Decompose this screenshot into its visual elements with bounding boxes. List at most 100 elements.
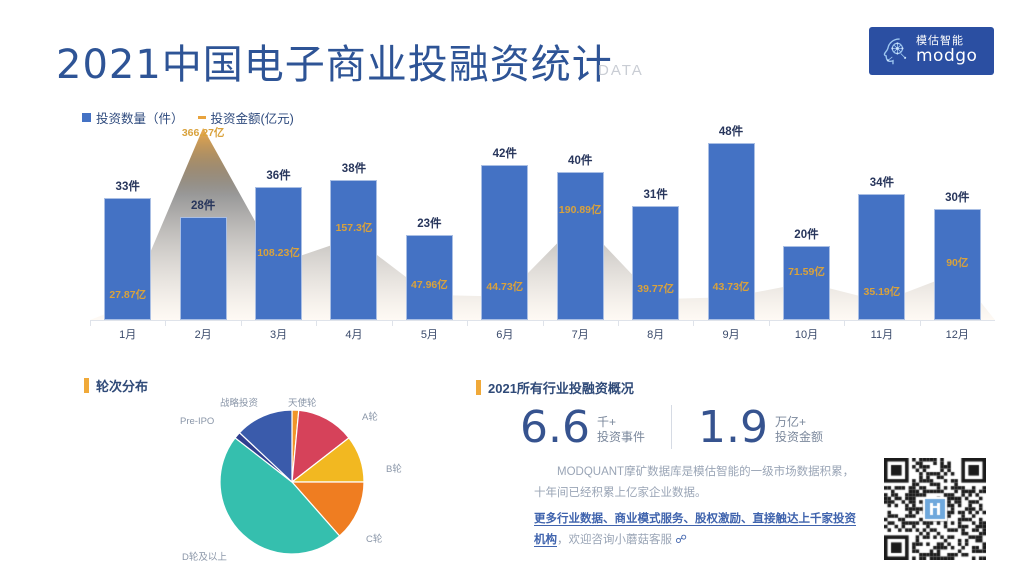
x-axis-tick — [844, 321, 846, 326]
count-value-label: 28件 — [190, 199, 216, 212]
cta-paragraph: 更多行业数据、商业模式服务、股权激励、直接触达上千家投资机构，欢迎咨询小蘑菇客服… — [534, 509, 864, 552]
x-axis-tick — [542, 321, 544, 326]
x-axis-tick — [919, 321, 921, 326]
x-axis-tick — [240, 321, 242, 326]
pie-slice-label: Pre-IPO — [180, 416, 214, 427]
count-bar-series: 33件 27.87亿 28件 366.27亿 36件 108.23亿 38件 157.3亿 23… — [90, 126, 995, 320]
pie-slice-label: C轮 — [366, 533, 383, 545]
pie-slice — [291, 409, 350, 484]
amount-area-series — [90, 128, 995, 320]
x-axis-label: 8月 — [647, 329, 665, 341]
wechat-qr-code[interactable] — [884, 458, 986, 560]
pie-section-heading: 轮次分布 — [84, 376, 148, 395]
cta-bold-text[interactable]: 更多行业数据、商业模式服务、股权激励、直接触达上千家投资机构 — [534, 512, 856, 547]
count-bar — [330, 179, 378, 320]
x-axis-label: 6月 — [496, 329, 514, 341]
stat-amount-side: 万亿+ 投资金额 — [775, 415, 823, 445]
count-value-label: 40件 — [568, 155, 593, 168]
head-circuit-icon — [883, 38, 907, 65]
pie-svg: 天使轮 A轮 B轮 C轮 D轮及以上 Pre-IPO 战略投资 — [180, 397, 402, 563]
count-bar — [481, 164, 529, 320]
page-title: 2021中国电子商业投融资统计 — [56, 42, 613, 88]
brand-logo: 模估智能 modgo — [869, 27, 994, 75]
count-bar — [179, 216, 227, 320]
amount-value-label: 47.96亿 — [410, 278, 448, 291]
stat-amount-caption: 投资金额 — [774, 430, 823, 445]
x-axis-label: 1月 — [119, 329, 137, 341]
x-axis-tick — [90, 321, 91, 326]
data-watermark-text: DATA — [598, 62, 644, 79]
chart-legend: 投资数量（件） 投资金额(亿元) — [82, 108, 294, 127]
amount-value-label: 190.89亿 — [558, 203, 602, 216]
stat-events-caption: 投资事件 — [596, 430, 645, 445]
count-bar — [556, 172, 604, 320]
investment-bar-chart: 33件 27.87亿 28件 366.27亿 36件 108.23亿 38件 157.3亿 23… — [90, 126, 995, 320]
pie-slice — [219, 437, 341, 555]
legend-label-count: 投资数量（件） — [96, 112, 184, 126]
count-value-label: 31件 — [643, 188, 668, 201]
pie-slice-label: B轮 — [386, 463, 402, 475]
description-paragraph: MODQUANT摩矿数据库是模估智能的一级市场数据积累，十年间已经积累上亿家企业… — [534, 462, 864, 551]
count-value-label: 30件 — [945, 192, 970, 205]
logo-text: 模估智能 modgo — [916, 36, 977, 65]
pie-slice-label: 天使轮 — [288, 397, 317, 409]
count-value-label: 23件 — [417, 218, 442, 231]
legend-item-amount: 投资金额(亿元) — [197, 108, 294, 127]
amount-value-label: 43.73亿 — [712, 281, 750, 294]
count-value-label: 36件 — [266, 170, 291, 183]
count-bar — [858, 194, 906, 320]
stat-events-unit: 千+ — [596, 415, 616, 430]
paragraph-body: MODQUANT摩矿数据库是模估智能的一级市场数据积累，十年间已经积累上亿家企业… — [534, 466, 855, 500]
stat-events-side: 千+ 投资事件 — [597, 415, 645, 445]
legend-swatch-amount-icon — [197, 116, 206, 119]
stat-amount-unit: 万亿+ — [774, 415, 806, 430]
heading-accent-bar-icon — [476, 380, 481, 395]
stats-heading-label: 2021所有行业投融资概况 — [488, 381, 634, 396]
count-value-label: 20件 — [794, 229, 819, 242]
pie-slice-label: D轮及以上 — [182, 551, 227, 563]
x-axis-line — [90, 320, 995, 321]
service-icon: ☍ — [675, 533, 687, 546]
cta-tail-text: ，欢迎咨询小蘑菇客服 — [557, 533, 672, 546]
x-axis-label: 12月 — [945, 329, 969, 341]
x-axis-label: 4月 — [345, 329, 363, 341]
count-bar — [104, 198, 152, 320]
count-bar — [782, 246, 830, 320]
stat-amount-number: 1.9 — [698, 401, 768, 453]
pie-slice-label: A轮 — [362, 411, 378, 423]
logo-english-name: modgo — [916, 45, 978, 66]
count-value-label: 42件 — [492, 147, 517, 160]
count-bar — [255, 187, 303, 320]
x-axis-label: 5月 — [420, 329, 438, 341]
amount-value-label: 157.3亿 — [335, 221, 373, 234]
amount-value-label: 366.27亿 — [181, 127, 225, 139]
pie-slice — [238, 409, 293, 484]
pie-slice — [290, 481, 365, 537]
legend-item-count: 投资数量（件） — [82, 108, 184, 127]
count-bar — [707, 142, 755, 320]
logo-chinese-name: 模估智能 — [916, 35, 964, 48]
stat-events: 6.6 千+ 投资事件 — [520, 401, 645, 453]
amount-value-label: 39.77亿 — [637, 283, 675, 296]
summary-stats: 6.6 千+ 投资事件 1.9 万亿+ 投资金额 — [520, 398, 850, 458]
qr-canvas — [884, 458, 986, 560]
pie-heading-label: 轮次分布 — [96, 379, 149, 394]
x-axis-tick — [316, 321, 318, 326]
x-axis-label: 11月 — [870, 329, 894, 341]
x-axis-label: 10月 — [794, 329, 819, 341]
x-axis-tick — [617, 321, 619, 326]
count-bar — [405, 235, 453, 320]
stats-divider — [671, 405, 672, 449]
x-axis-label: 7月 — [571, 329, 589, 341]
stat-amount: 1.9 万亿+ 投资金额 — [698, 401, 823, 453]
pie-slice-label: 战略投资 — [220, 397, 259, 409]
x-axis-labels: 1月 2月 3月 4月 5月 6月 7月 8月 9月 10月 11月 12月 — [90, 321, 995, 344]
count-value-label: 33件 — [115, 181, 140, 194]
stats-section-heading: 2021所有行业投融资概况 — [476, 378, 634, 397]
amount-value-label: 90亿 — [946, 256, 969, 269]
count-bar — [632, 205, 680, 320]
x-axis-label: 9月 — [722, 329, 740, 341]
heading-accent-bar-icon — [84, 378, 89, 393]
count-value-label: 34件 — [869, 177, 895, 190]
stat-events-number: 6.6 — [520, 401, 590, 453]
